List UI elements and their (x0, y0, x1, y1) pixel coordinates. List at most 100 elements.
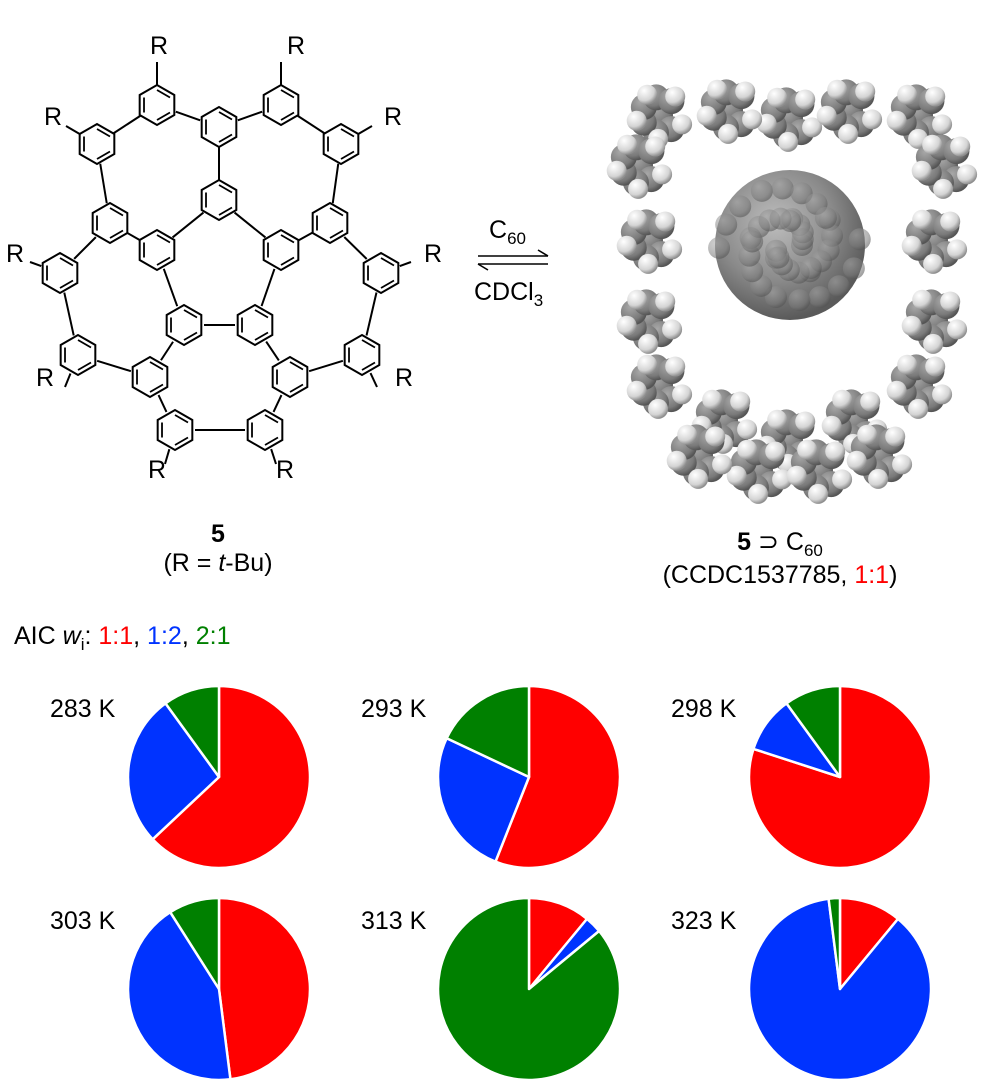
r-bond (64, 373, 72, 388)
atom-cluster (911, 134, 978, 199)
compound-r-definition: (R = t-Bu) (118, 549, 318, 578)
benzene-ring (131, 355, 169, 399)
complex-number: 5 (737, 528, 752, 556)
macrocycle-structure (29, 62, 412, 465)
reagent-subscript: 60 (507, 229, 526, 248)
space-filling-model (606, 79, 978, 504)
pie-label: 303 K (50, 907, 116, 935)
complex-note: (CCDC1537785, 1:1) (600, 561, 960, 590)
reagent-label: C60 (489, 216, 526, 248)
r-bond (357, 125, 373, 135)
benzene-ring (138, 228, 176, 272)
benzene-ring (343, 333, 381, 377)
legend-sep: , (133, 622, 148, 650)
complex-subscript: 60 (803, 541, 823, 560)
r-substituent-label: R (36, 364, 55, 392)
atom-cluster (691, 389, 758, 454)
pie-charts (126, 684, 933, 1080)
pie-chart (747, 896, 933, 1080)
benzene-ring (200, 105, 238, 149)
benzene-ring (200, 178, 238, 222)
biaryl-bond (272, 394, 283, 413)
solvent-label: CDCl3 (474, 278, 544, 310)
pie-label: 298 K (671, 695, 737, 723)
benzene-ring (91, 201, 129, 245)
r-substituent-label: R (6, 240, 25, 268)
benzene-ring (262, 83, 300, 127)
pie-label: 283 K (50, 695, 116, 723)
biaryl-bond (260, 268, 276, 307)
r-bond (270, 448, 277, 465)
biaryl-bond (331, 163, 340, 204)
atom-cluster (756, 87, 823, 152)
r-def-suffix: -Bu) (225, 548, 273, 577)
legend-item-2-1: 2:1 (195, 622, 231, 650)
r-substituent-label: R (287, 32, 306, 60)
benzene-ring (78, 122, 116, 166)
biaryl-bond (175, 110, 201, 122)
compound-caption: 5 (R = t-Bu) (118, 520, 318, 578)
complex-note-suffix: ) (889, 560, 898, 589)
atom-cluster (616, 289, 683, 354)
biaryl-bond (63, 292, 75, 336)
atom-cluster (786, 439, 853, 504)
benzene-ring (236, 303, 274, 347)
r-bond (29, 261, 42, 268)
legend-prefix: AIC (14, 622, 63, 650)
pie-label: 313 K (361, 907, 427, 935)
legend-w: w (62, 622, 81, 650)
pie-label: 293 K (361, 695, 427, 723)
solvent-text: CDCl (474, 278, 534, 306)
benzene-ring (156, 408, 194, 452)
r-substituent-label: R (276, 456, 295, 484)
pie-slice-2-1 (445, 684, 531, 779)
legend: AIC wi: 1:1, 1:2, 2:1 (14, 622, 231, 654)
biaryl-bond (160, 341, 174, 361)
r-substituent-label: R (148, 456, 167, 484)
pie-slice-2-1 (827, 896, 842, 991)
pie-slice-2-1 (164, 684, 221, 779)
pie-slice-1-1 (217, 896, 312, 1080)
benzene-ring (262, 228, 300, 272)
equilibrium-arrows (477, 249, 549, 271)
benzene-ring (311, 201, 349, 245)
atom-cluster (606, 134, 673, 199)
atom-cluster (886, 354, 953, 419)
atom-cluster (726, 439, 793, 504)
atom-cluster (901, 289, 968, 354)
pie-chart (436, 896, 622, 1080)
complex-symbol: ⊃ C (751, 528, 804, 556)
atom-cluster (696, 79, 763, 144)
benzene-ring (138, 83, 176, 127)
biaryl-bond (237, 110, 263, 122)
solvent-subscript: 3 (533, 291, 544, 310)
reagent-text: C (489, 216, 508, 244)
benzene-ring (59, 333, 97, 377)
r-bond (164, 448, 171, 465)
atom-cluster (886, 84, 953, 149)
pie-slice-1-2 (126, 910, 232, 1080)
pie-label: 323 K (671, 907, 737, 935)
biaryl-bond (308, 359, 344, 373)
pie-slice-1-1 (494, 684, 622, 870)
pie-slice-1-2 (436, 737, 531, 863)
complex-caption: 5 ⊃ C60 (CCDC1537785, 1:1) (600, 528, 960, 589)
r-def-prefix: (R = (163, 548, 219, 577)
benzene-ring (362, 251, 400, 295)
pie-chart (126, 684, 312, 870)
complex-note-ratio: 1:1 (854, 560, 890, 589)
r-def-italic: t (218, 548, 226, 577)
r-bond (65, 125, 81, 135)
r-bond (399, 261, 412, 268)
biaryl-bond (343, 236, 368, 260)
biaryl-bond (365, 292, 378, 336)
biaryl-bond (265, 341, 280, 361)
biaryl-bond (99, 163, 108, 204)
biaryl-bond (298, 231, 313, 242)
legend-w-sub: i (80, 635, 85, 654)
legend-item-1-2: 1:2 (147, 622, 182, 650)
benzene-ring (165, 303, 203, 347)
pie-chart (436, 684, 622, 870)
complex-title: 5 ⊃ C60 (600, 528, 960, 561)
